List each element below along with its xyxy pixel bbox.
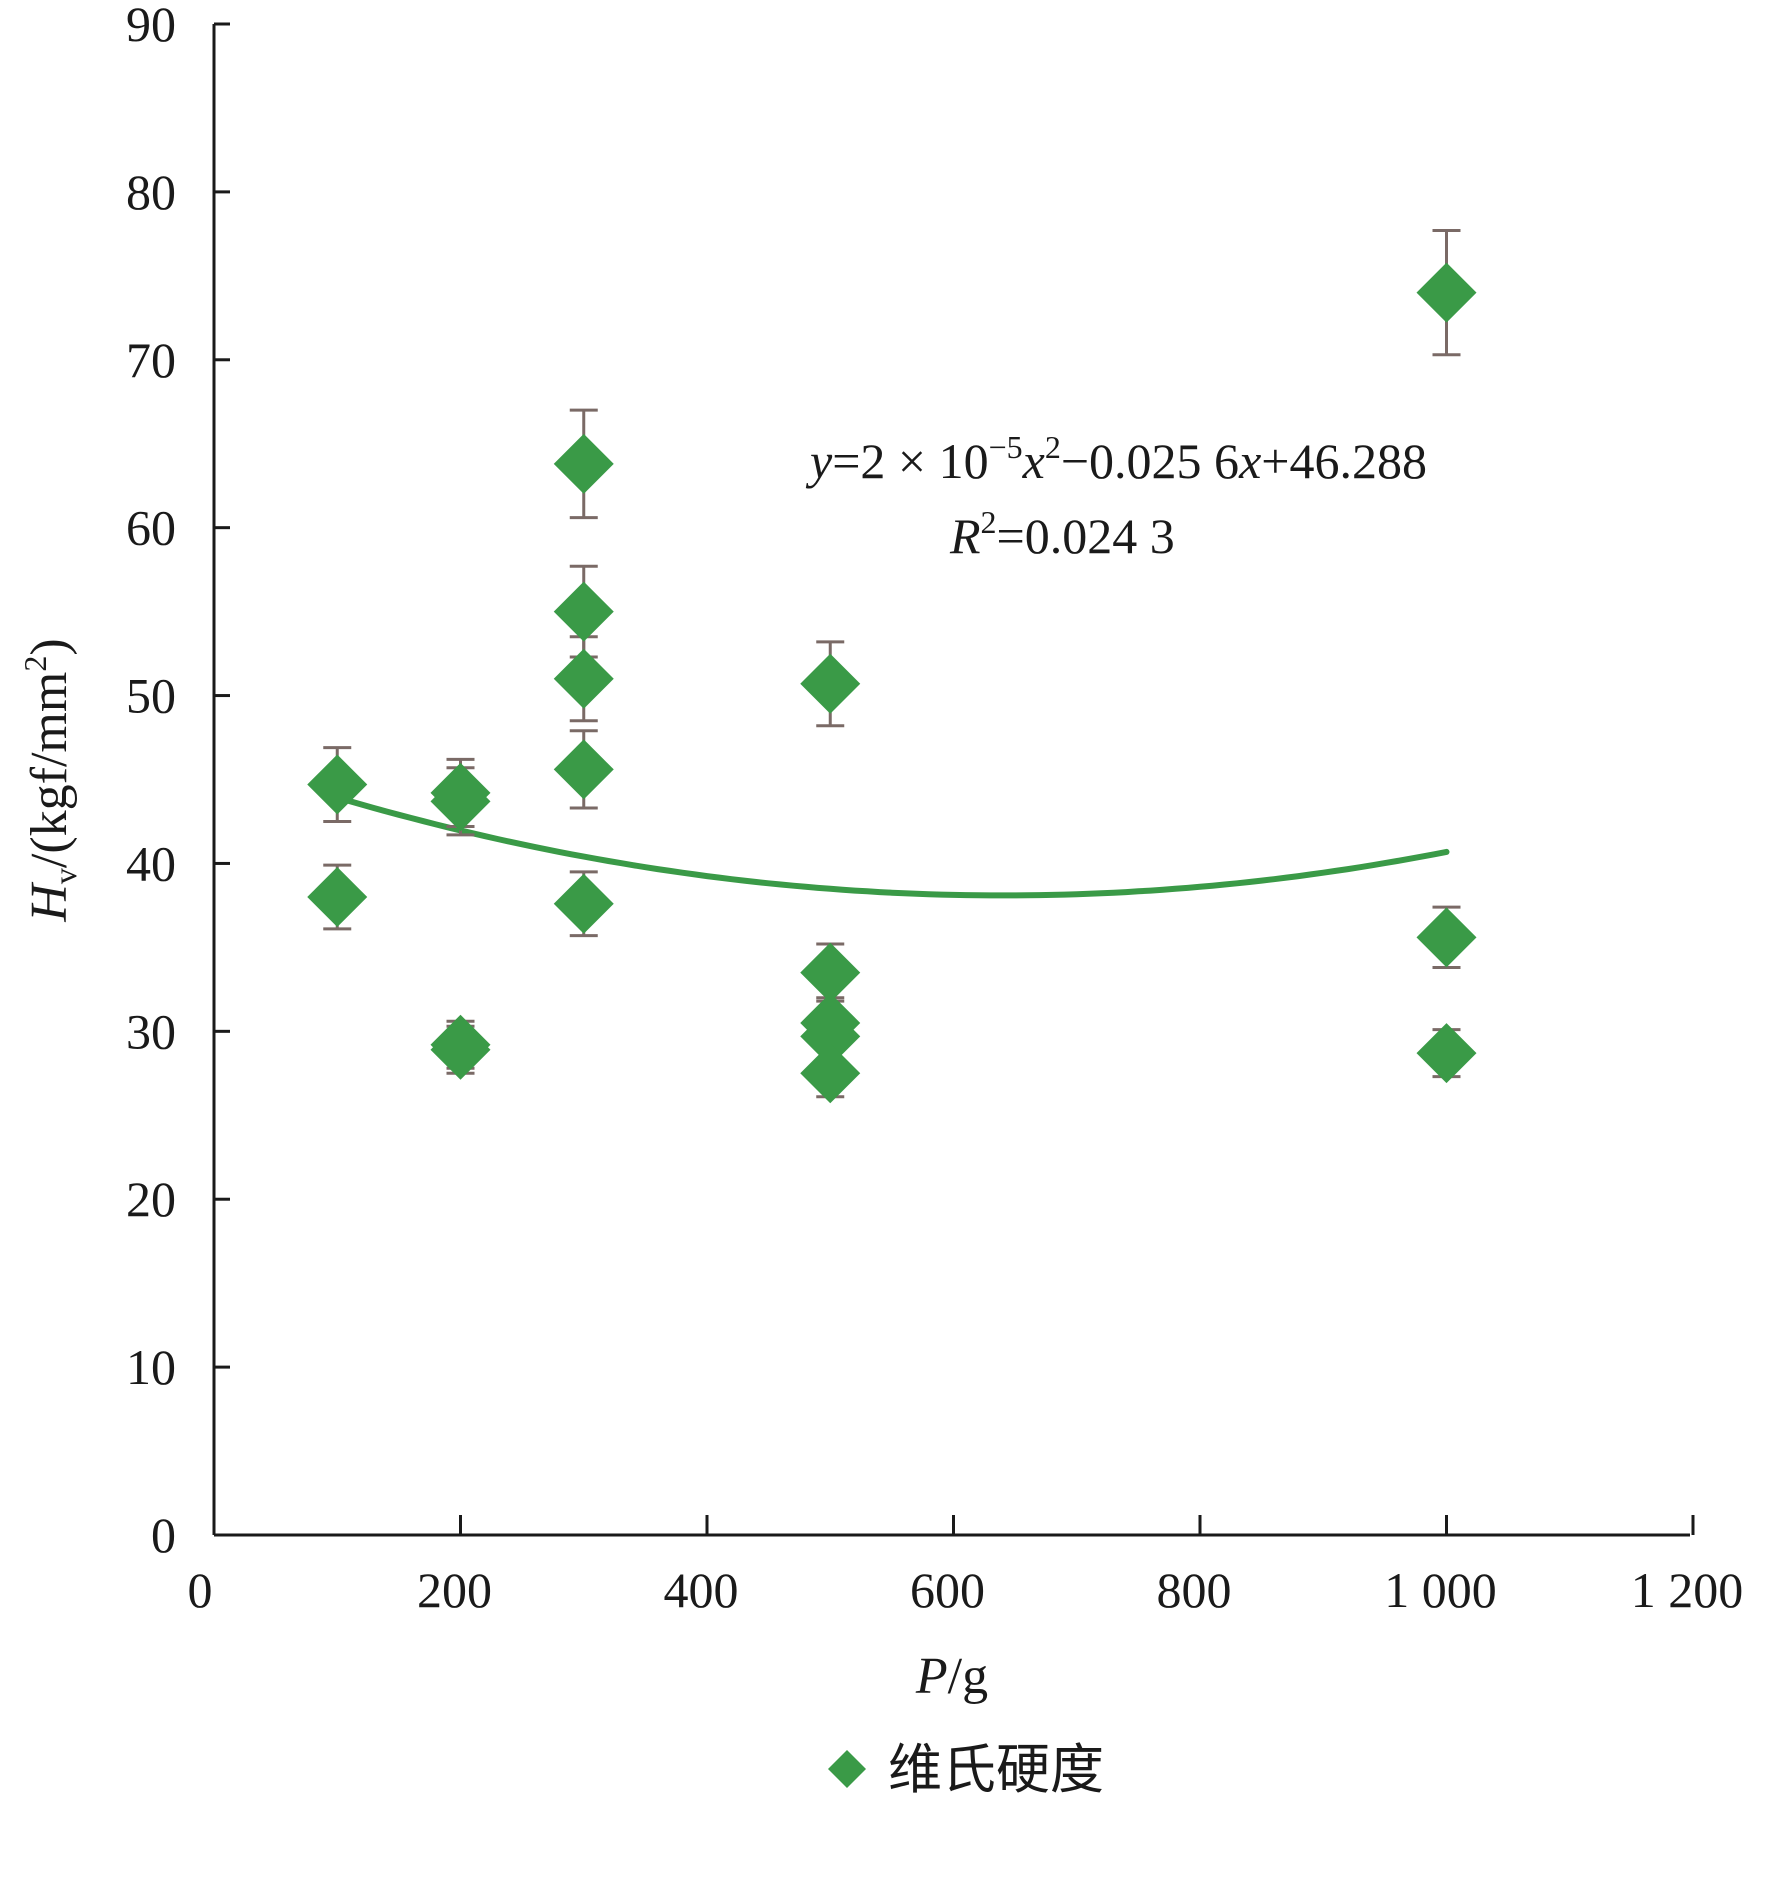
y-tick-label: 40	[126, 835, 176, 891]
y-tick-label: 10	[126, 1339, 176, 1395]
r2-value: =0.024 3	[997, 508, 1175, 564]
data-point-diamond	[553, 581, 614, 642]
trend-equation: y=2 × 10−5x2−0.025 6x+46.288	[805, 429, 1427, 489]
r2-var: R	[949, 508, 981, 564]
x-ticks: 0 200 400 600 800 1 000 1 200	[188, 1515, 1744, 1618]
x-tick-label: 600	[910, 1562, 985, 1618]
y-axis-title: Hv/(kgf/mm2)	[17, 638, 83, 922]
x-axis-title: P/g	[915, 1648, 988, 1705]
error-bars	[323, 229, 1461, 1099]
y-tick-label: 90	[126, 0, 176, 52]
data-point-diamond	[800, 1043, 861, 1104]
legend-label: 维氏硬度	[888, 1738, 1104, 1801]
y-tick-label: 30	[126, 1003, 176, 1059]
y-tick-label: 70	[126, 332, 176, 388]
eq-x-sup: 2	[1045, 429, 1061, 465]
x-tick-label: 800	[1157, 1562, 1232, 1618]
x-tick-label: 1 200	[1631, 1562, 1744, 1618]
x-tick-label: 0	[188, 1562, 213, 1618]
x-axis-unit: /g	[948, 1648, 988, 1705]
data-point-diamond	[553, 433, 614, 494]
eq-exp: −5	[989, 429, 1023, 465]
y-tick-label: 50	[126, 668, 176, 724]
eq-y-var: y	[805, 433, 833, 489]
y-axis-unit: /(kgf/mm	[21, 672, 78, 868]
y-tick-label: 60	[126, 500, 176, 556]
x-tick-label: 1 000	[1384, 1562, 1497, 1618]
x-axis-var: P	[915, 1648, 948, 1705]
y-axis-sup: 2	[17, 656, 53, 672]
data-point-diamond	[1416, 1023, 1477, 1084]
data-point-diamond	[307, 754, 368, 815]
y-tick-label: 80	[126, 164, 176, 220]
y-tick-label: 20	[126, 1171, 176, 1227]
x-tick-label: 200	[417, 1562, 492, 1618]
r-squared: R2=0.024 3	[949, 504, 1175, 564]
y-ticks: 0 10 20 30 40 50 60 70 80 90	[126, 0, 230, 1563]
trendline	[334, 794, 1450, 899]
data-point-diamond	[553, 739, 614, 800]
eq-part3: +46.288	[1261, 433, 1427, 489]
data-point-diamond	[800, 1006, 861, 1067]
eq-part2: −0.025 6	[1061, 433, 1239, 489]
eq-x-var-2: x	[1238, 433, 1261, 489]
axes	[212, 24, 1690, 1537]
eq-part1: =2 × 10	[832, 433, 988, 489]
y-axis-close: )	[21, 638, 78, 655]
legend-marker-diamond-icon	[828, 1750, 866, 1788]
data-point-diamond	[553, 873, 614, 934]
y-axis-var: H	[21, 882, 78, 923]
data-point-diamond	[430, 771, 491, 832]
data-point-diamond	[800, 942, 861, 1003]
y-axis-sub: v	[47, 868, 83, 884]
trendline-group	[334, 794, 1450, 899]
legend: 维氏硬度	[828, 1738, 1104, 1801]
data-point-diamond	[1416, 262, 1477, 323]
r2-sup: 2	[981, 504, 997, 540]
eq-x-var: x	[1022, 433, 1045, 489]
data-point-diamond	[307, 867, 368, 928]
x-tick-label: 400	[664, 1562, 739, 1618]
data-point-diamond	[1416, 907, 1477, 968]
data-point-diamond	[553, 648, 614, 709]
data-points	[307, 262, 1477, 1104]
data-point-diamond	[800, 653, 861, 714]
y-tick-label: 0	[151, 1507, 176, 1563]
data-point-diamond	[430, 1019, 491, 1080]
